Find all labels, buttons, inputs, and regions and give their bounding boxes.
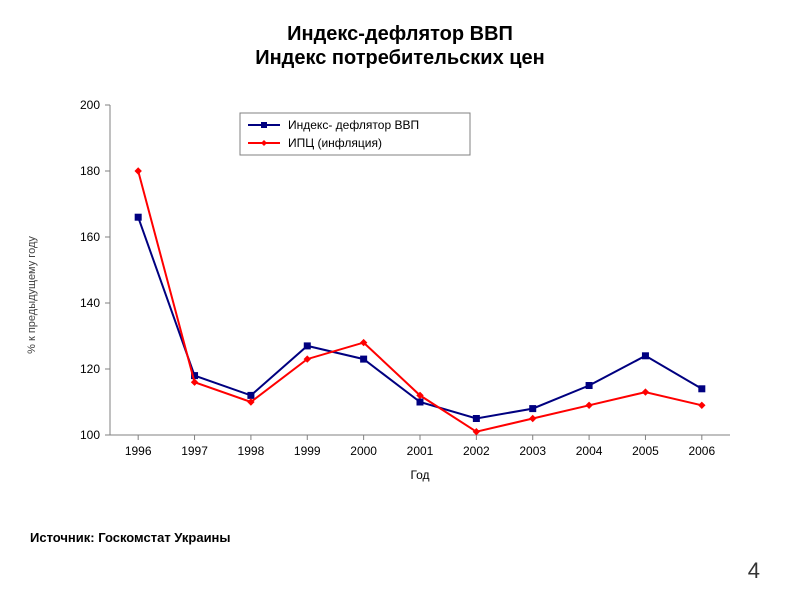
svg-text:2005: 2005 [632,444,659,458]
title-line1: Индекс-дефлятор ВВП [287,23,513,45]
svg-text:200: 200 [80,98,100,112]
svg-text:2004: 2004 [576,444,603,458]
svg-text:2002: 2002 [463,444,490,458]
svg-text:180: 180 [80,164,100,178]
y-axis-label: % к предыдущему году [26,236,38,354]
svg-text:100: 100 [80,428,100,442]
svg-text:1998: 1998 [238,444,265,458]
title-line2: Индекс потребительских цен [255,47,545,69]
svg-text:ИПЦ (инфляция): ИПЦ (инфляция) [288,136,382,150]
svg-text:Год: Год [410,468,429,482]
svg-text:160: 160 [80,230,100,244]
page-number: 4 [748,558,760,584]
svg-text:1996: 1996 [125,444,152,458]
svg-text:1999: 1999 [294,444,321,458]
svg-text:1997: 1997 [181,444,208,458]
svg-text:2006: 2006 [688,444,715,458]
svg-text:Индекс- дефлятор ВВП: Индекс- дефлятор ВВП [288,118,419,132]
svg-text:2001: 2001 [407,444,434,458]
line-chart: 100 120 140 160 180 200 1996 1997 1998 1999 2000 20… [40,95,740,495]
svg-text:140: 140 [80,296,100,310]
svg-text:2003: 2003 [519,444,546,458]
chart-title: Индекс-дефлятор ВВП Индекс потребительск… [0,22,800,70]
source-label: Источник: Госкомстат Украины [30,530,231,545]
svg-text:120: 120 [80,362,100,376]
svg-text:2000: 2000 [350,444,377,458]
chart-container: % к предыдущему году 1001201401601802001… [40,95,740,495]
